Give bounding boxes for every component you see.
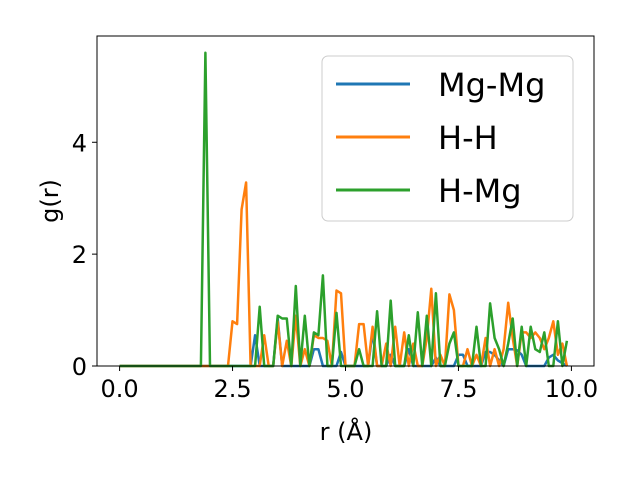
legend-label-mg-mg: Mg-Mg: [438, 66, 545, 104]
axes-frame: [96, 35, 595, 367]
x-tick-label: 2.5: [213, 375, 251, 403]
legend-label-h-mg: H-Mg: [438, 172, 522, 210]
series-line-h-h: [119, 181, 569, 368]
y-tick-label: 0: [72, 353, 87, 381]
y-tick-label: 2: [72, 241, 87, 269]
legend-label-h-h: H-H: [438, 119, 498, 157]
legend-box: [321, 55, 574, 222]
x-tick-label: 0.0: [101, 375, 139, 403]
x-tick-label: 10.0: [545, 375, 598, 403]
legend: Mg-Mg H-H H-Mg: [321, 55, 574, 222]
x-tick-label: 7.5: [439, 375, 477, 403]
y-axis-label: g(r): [36, 179, 64, 223]
y-tick-label: 4: [72, 129, 87, 157]
x-tick-label: 5.0: [326, 375, 364, 403]
x-axis-ticks: 0.0 2.5 5.0 7.5 10.0: [101, 366, 598, 403]
x-axis-label: r (Å): [320, 417, 373, 446]
y-axis-ticks: 0 2 4: [72, 129, 97, 381]
